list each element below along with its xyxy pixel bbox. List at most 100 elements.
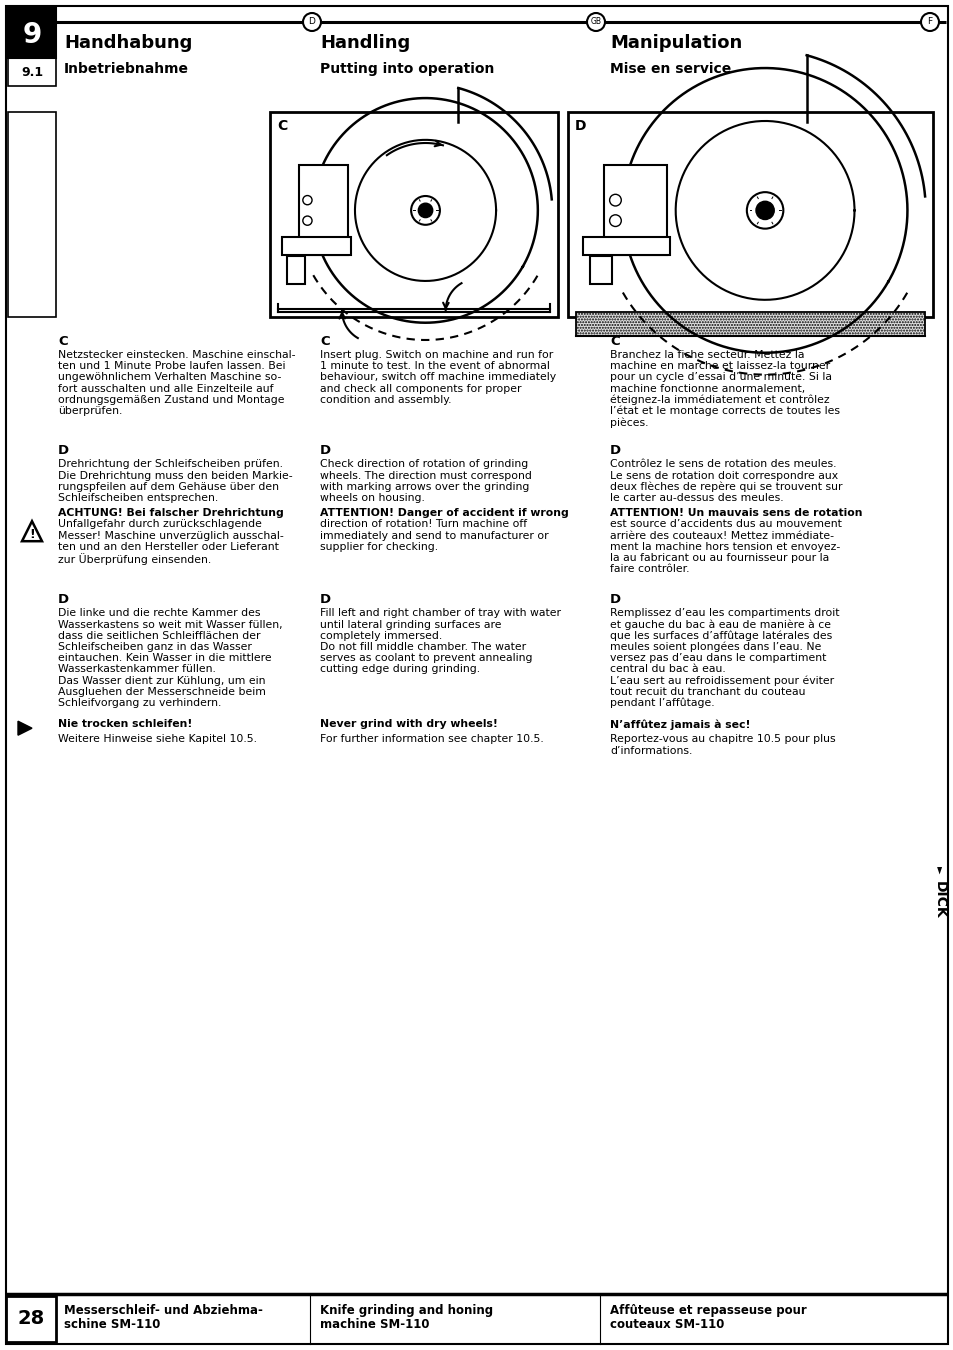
Text: Schleifvorgang zu verhindern.: Schleifvorgang zu verhindern.	[58, 698, 221, 707]
Circle shape	[302, 216, 312, 225]
Text: Handhabung: Handhabung	[64, 34, 193, 53]
Text: Unfallgefahr durch zurückschlagende: Unfallgefahr durch zurückschlagende	[58, 520, 262, 529]
Text: For further information see chapter 10.5.: For further information see chapter 10.5…	[319, 734, 543, 744]
Bar	[281, 238, 351, 255]
Text: couteaux SM-110: couteaux SM-110	[609, 1318, 723, 1331]
Text: Messer! Maschine unverzüglich ausschal-: Messer! Maschine unverzüglich ausschal-	[58, 531, 283, 540]
Text: Fill left and right chamber of tray with water: Fill left and right chamber of tray with…	[319, 609, 560, 618]
Text: Handling: Handling	[319, 34, 410, 53]
Text: D: D	[319, 594, 331, 606]
Text: Reportez-vous au chapitre 10.5 pour plus: Reportez-vous au chapitre 10.5 pour plus	[609, 734, 835, 744]
Text: ATTENTION! Danger of accident if wrong: ATTENTION! Danger of accident if wrong	[319, 508, 568, 518]
Text: rungspfeilen auf dem Gehäuse über den: rungspfeilen auf dem Gehäuse über den	[58, 482, 278, 491]
Text: Check direction of rotation of grinding: Check direction of rotation of grinding	[319, 459, 528, 470]
Text: 9: 9	[22, 22, 42, 49]
Text: machine en marche et laissez-la tourner: machine en marche et laissez-la tourner	[609, 362, 829, 371]
Text: with marking arrows over the grinding: with marking arrows over the grinding	[319, 482, 529, 491]
Bar	[298, 165, 348, 255]
Circle shape	[302, 196, 312, 205]
Text: immediately and send to manufacturer or: immediately and send to manufacturer or	[319, 531, 548, 540]
Polygon shape	[18, 721, 32, 736]
Circle shape	[609, 194, 620, 207]
Text: ATTENTION! Un mauvais sens de rotation: ATTENTION! Un mauvais sens de rotation	[609, 508, 862, 518]
Text: C: C	[319, 335, 330, 348]
Text: 1 minute to test. In the event of abnormal: 1 minute to test. In the event of abnorm…	[319, 362, 549, 371]
Text: central du bac à eau.: central du bac à eau.	[609, 664, 725, 675]
Text: serves as coolant to prevent annealing: serves as coolant to prevent annealing	[319, 653, 532, 663]
Text: deux flèches de repère qui se trouvent sur: deux flèches de repère qui se trouvent s…	[609, 482, 841, 493]
Text: D: D	[319, 444, 331, 458]
Text: et gauche du bac à eau de manière à ce: et gauche du bac à eau de manière à ce	[609, 620, 830, 630]
Text: faire contrôler.: faire contrôler.	[609, 564, 689, 574]
Bar	[604, 165, 666, 255]
Text: Wasserkastenkammer füllen.: Wasserkastenkammer füllen.	[58, 664, 215, 675]
Text: ment la machine hors tension et envoyez-: ment la machine hors tension et envoyez-	[609, 541, 840, 552]
Text: ten und 1 Minute Probe laufen lassen. Bei: ten und 1 Minute Probe laufen lassen. Be…	[58, 362, 285, 371]
Circle shape	[411, 196, 439, 225]
Bar	[8, 112, 56, 317]
Text: D: D	[609, 594, 620, 606]
Circle shape	[586, 14, 604, 31]
Text: l’état et le montage corrects de toutes les: l’état et le montage corrects de toutes …	[609, 406, 840, 417]
Circle shape	[417, 204, 433, 217]
Text: completely immersed.: completely immersed.	[319, 630, 442, 641]
Bar	[589, 255, 611, 285]
Text: D: D	[308, 18, 315, 27]
Bar	[576, 312, 924, 336]
Text: D: D	[58, 444, 69, 458]
Circle shape	[746, 192, 782, 228]
Text: Mise en service: Mise en service	[609, 62, 731, 76]
Text: Putting into operation: Putting into operation	[319, 62, 494, 76]
Text: schine SM-110: schine SM-110	[64, 1318, 160, 1331]
Text: versez pas d’eau dans le compartiment: versez pas d’eau dans le compartiment	[609, 653, 825, 663]
Text: Inbetriebnahme: Inbetriebnahme	[64, 62, 189, 76]
Text: Das Wasser dient zur Kühlung, um ein: Das Wasser dient zur Kühlung, um ein	[58, 675, 265, 686]
Circle shape	[303, 14, 320, 31]
Text: behaviour, switch off machine immediately: behaviour, switch off machine immediatel…	[319, 373, 556, 382]
Text: ordnungsgemäßen Zustand und Montage: ordnungsgemäßen Zustand und Montage	[58, 394, 284, 405]
Circle shape	[920, 14, 938, 31]
Text: D: D	[609, 444, 620, 458]
Text: dass die seitlichen Schleifflächen der: dass die seitlichen Schleifflächen der	[58, 630, 260, 641]
Text: ten und an den Hersteller oder Lieferant: ten und an den Hersteller oder Lieferant	[58, 541, 278, 552]
Text: est source d’accidents dus au mouvement: est source d’accidents dus au mouvement	[609, 520, 841, 529]
Text: la au fabricant ou au fournisseur pour la: la au fabricant ou au fournisseur pour l…	[609, 554, 828, 563]
Text: Schleifscheiben entsprechen.: Schleifscheiben entsprechen.	[58, 493, 218, 504]
Text: wheels on housing.: wheels on housing.	[319, 493, 424, 504]
Text: machine fonctionne anormalement,: machine fonctionne anormalement,	[609, 383, 804, 394]
Text: pendant l’affûtage.: pendant l’affûtage.	[609, 698, 714, 709]
Text: L’eau sert au refroidissement pour éviter: L’eau sert au refroidissement pour évite…	[609, 675, 833, 686]
Text: wheels. The direction must correspond: wheels. The direction must correspond	[319, 471, 532, 481]
Text: pièces.: pièces.	[609, 417, 648, 428]
Text: d’informations.: d’informations.	[609, 745, 692, 756]
Text: Do not fill middle chamber. The water: Do not fill middle chamber. The water	[319, 643, 525, 652]
Text: D: D	[58, 594, 69, 606]
Text: Contrôlez le sens de rotation des meules.: Contrôlez le sens de rotation des meules…	[609, 459, 836, 470]
Bar	[8, 8, 56, 58]
Text: pour un cycle d’essai d’une minute. Si la: pour un cycle d’essai d’une minute. Si l…	[609, 373, 831, 382]
Text: arrière des couteaux! Mettez immédiate-: arrière des couteaux! Mettez immédiate-	[609, 531, 833, 540]
Text: Ausgluehen der Messerschneide beim: Ausgluehen der Messerschneide beim	[58, 687, 266, 697]
Text: ungewöhnlichem Verhalten Maschine so-: ungewöhnlichem Verhalten Maschine so-	[58, 373, 281, 382]
Text: Schleifscheiben ganz in das Wasser: Schleifscheiben ganz in das Wasser	[58, 643, 252, 652]
Text: le carter au-dessus des meules.: le carter au-dessus des meules.	[609, 493, 782, 504]
Text: supplier for checking.: supplier for checking.	[319, 541, 437, 552]
Text: !: !	[30, 528, 35, 541]
Text: Netzstecker einstecken. Maschine einschal-: Netzstecker einstecken. Maschine einscha…	[58, 350, 295, 360]
Text: D: D	[575, 119, 586, 134]
Text: C: C	[609, 335, 619, 348]
Bar	[582, 238, 670, 255]
Circle shape	[609, 215, 620, 227]
Text: Le sens de rotation doit correspondre aux: Le sens de rotation doit correspondre au…	[609, 471, 838, 481]
Text: machine SM-110: machine SM-110	[319, 1318, 429, 1331]
Text: que les surfaces d’affûtage latérales des: que les surfaces d’affûtage latérales de…	[609, 630, 831, 641]
Text: tout recuit du tranchant du couteau: tout recuit du tranchant du couteau	[609, 687, 804, 697]
Text: eintauchen. Kein Wasser in die mittlere: eintauchen. Kein Wasser in die mittlere	[58, 653, 272, 663]
Bar	[270, 112, 558, 317]
Text: DICK: DICK	[932, 882, 946, 919]
Text: fort ausschalten und alle Einzelteile auf: fort ausschalten und alle Einzelteile au…	[58, 383, 274, 394]
Text: and check all components for proper: and check all components for proper	[319, 383, 521, 394]
Text: C: C	[276, 119, 287, 134]
Text: Insert plug. Switch on machine and run for: Insert plug. Switch on machine and run f…	[319, 350, 553, 360]
Text: Nie trocken schleifen!: Nie trocken schleifen!	[58, 720, 193, 729]
